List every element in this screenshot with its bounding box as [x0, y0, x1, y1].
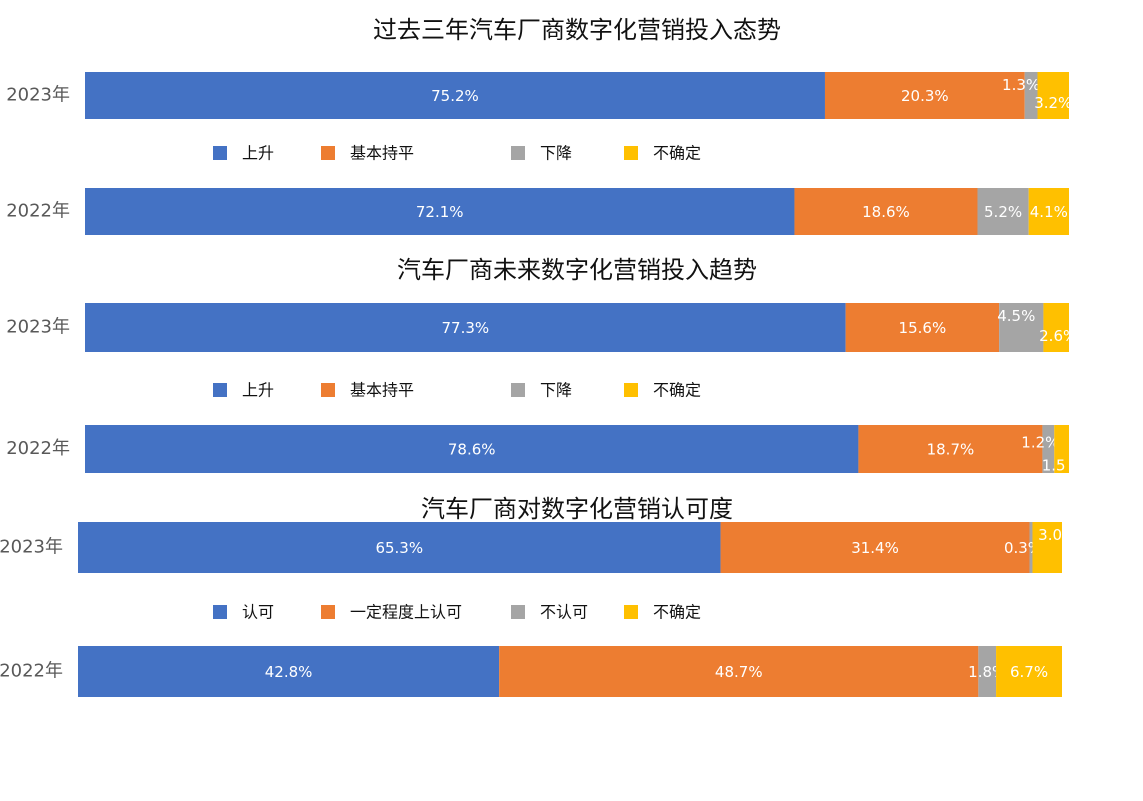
data-label: 6.7%: [1010, 663, 1048, 681]
data-label: 1.5: [1042, 457, 1066, 475]
data-label: 75.2%: [431, 87, 479, 105]
data-label: 42.8%: [265, 663, 313, 681]
legend-swatch: [511, 146, 525, 160]
bar-segment: [85, 303, 846, 352]
legend-label: 一定程度上认可: [350, 603, 462, 622]
legend-swatch: [624, 383, 638, 397]
data-label: 3.0%: [1038, 526, 1076, 544]
bar-segment: [977, 188, 1029, 235]
legend-label: 不确定: [653, 381, 701, 400]
legend-label: 下降: [540, 381, 572, 400]
y-tick-label: 2022年: [6, 438, 70, 459]
legend-swatch: [321, 146, 335, 160]
bar-segment: [1043, 303, 1069, 352]
bar-segment: [85, 425, 859, 473]
chart-panel-2: 汽车厂商未来数字化营销投入趋势 2023年 77.3% 15.6% 4.5%2.6% 20…: [6, 256, 1077, 475]
bar-segment: [858, 425, 1043, 473]
y-tick-label: 2023年: [6, 85, 70, 106]
bar-segment: [1042, 425, 1055, 473]
legend-label: 不确定: [653, 603, 701, 622]
legend-label: 不认可: [540, 603, 588, 622]
legend-label: 认可: [242, 603, 274, 622]
y-tick-label: 2022年: [0, 661, 63, 682]
legend-swatch: [321, 383, 335, 397]
data-label: 2.6%: [1039, 327, 1077, 345]
chart-title: 过去三年汽车厂商数字化营销投入态势: [373, 16, 781, 44]
bar-segment: [85, 72, 825, 119]
bar-segment: [794, 188, 978, 235]
legend-swatch: [321, 605, 335, 619]
chart-title: 汽车厂商未来数字化营销投入趋势: [397, 256, 757, 284]
legend-swatch: [511, 383, 525, 397]
bar-segment: [1037, 72, 1069, 119]
data-label: 77.3%: [441, 319, 489, 337]
data-label: 15.6%: [899, 319, 947, 337]
legend-label: 下降: [540, 144, 572, 163]
bar-segment: [1024, 72, 1038, 119]
legend-label: 上升: [242, 381, 274, 400]
legend-swatch: [624, 605, 638, 619]
data-label: 72.1%: [416, 203, 464, 221]
y-tick-label: 2023年: [6, 317, 70, 338]
data-label: 18.6%: [862, 203, 910, 221]
chart-panel-1: 过去三年汽车厂商数字化营销投入态势 2023年 75.2% 20.3% 1.3%3.2%…: [6, 16, 1072, 235]
data-label: 78.6%: [448, 441, 496, 459]
legend-label: 上升: [242, 144, 274, 163]
bar-segment: [999, 303, 1044, 352]
bar-segment: [978, 646, 997, 697]
bar-segment: [1032, 522, 1062, 573]
chart-title: 汽车厂商对数字化营销认可度: [421, 495, 733, 523]
legend-swatch: [624, 146, 638, 160]
bar-segment: [720, 522, 1030, 573]
legend-swatch: [213, 383, 227, 397]
data-label: 48.7%: [715, 663, 763, 681]
data-label: 1.2%: [1021, 434, 1059, 452]
data-label: 1.3%: [1002, 76, 1040, 94]
bar-segment: [1029, 522, 1033, 573]
bar-segment: [85, 188, 795, 235]
y-tick-label: 2022年: [6, 201, 70, 222]
legend-label: 不确定: [653, 144, 701, 163]
data-label: 3.2%: [1034, 94, 1072, 112]
data-label: 18.7%: [927, 441, 975, 459]
legend-label: 基本持平: [350, 381, 414, 400]
legend-swatch: [213, 146, 227, 160]
bar-segment: [1054, 425, 1069, 473]
legend-swatch: [213, 605, 227, 619]
bar-segment: [824, 72, 1025, 119]
bar-segment: [499, 646, 979, 697]
bar-segment: [78, 522, 721, 573]
legend-swatch: [511, 605, 525, 619]
data-label: 5.2%: [984, 203, 1022, 221]
y-tick-label: 2023年: [0, 537, 63, 558]
data-label: 4.1%: [1030, 203, 1068, 221]
data-label: 4.5%: [997, 307, 1035, 325]
data-label: 65.3%: [375, 539, 423, 557]
bar-segment: [1028, 188, 1069, 235]
bar-segment: [996, 646, 1062, 697]
bar-segment: [845, 303, 1000, 352]
bar-segment: [78, 646, 500, 697]
data-label: 31.4%: [851, 539, 899, 557]
data-label: 20.3%: [901, 87, 949, 105]
legend-label: 基本持平: [350, 144, 414, 163]
